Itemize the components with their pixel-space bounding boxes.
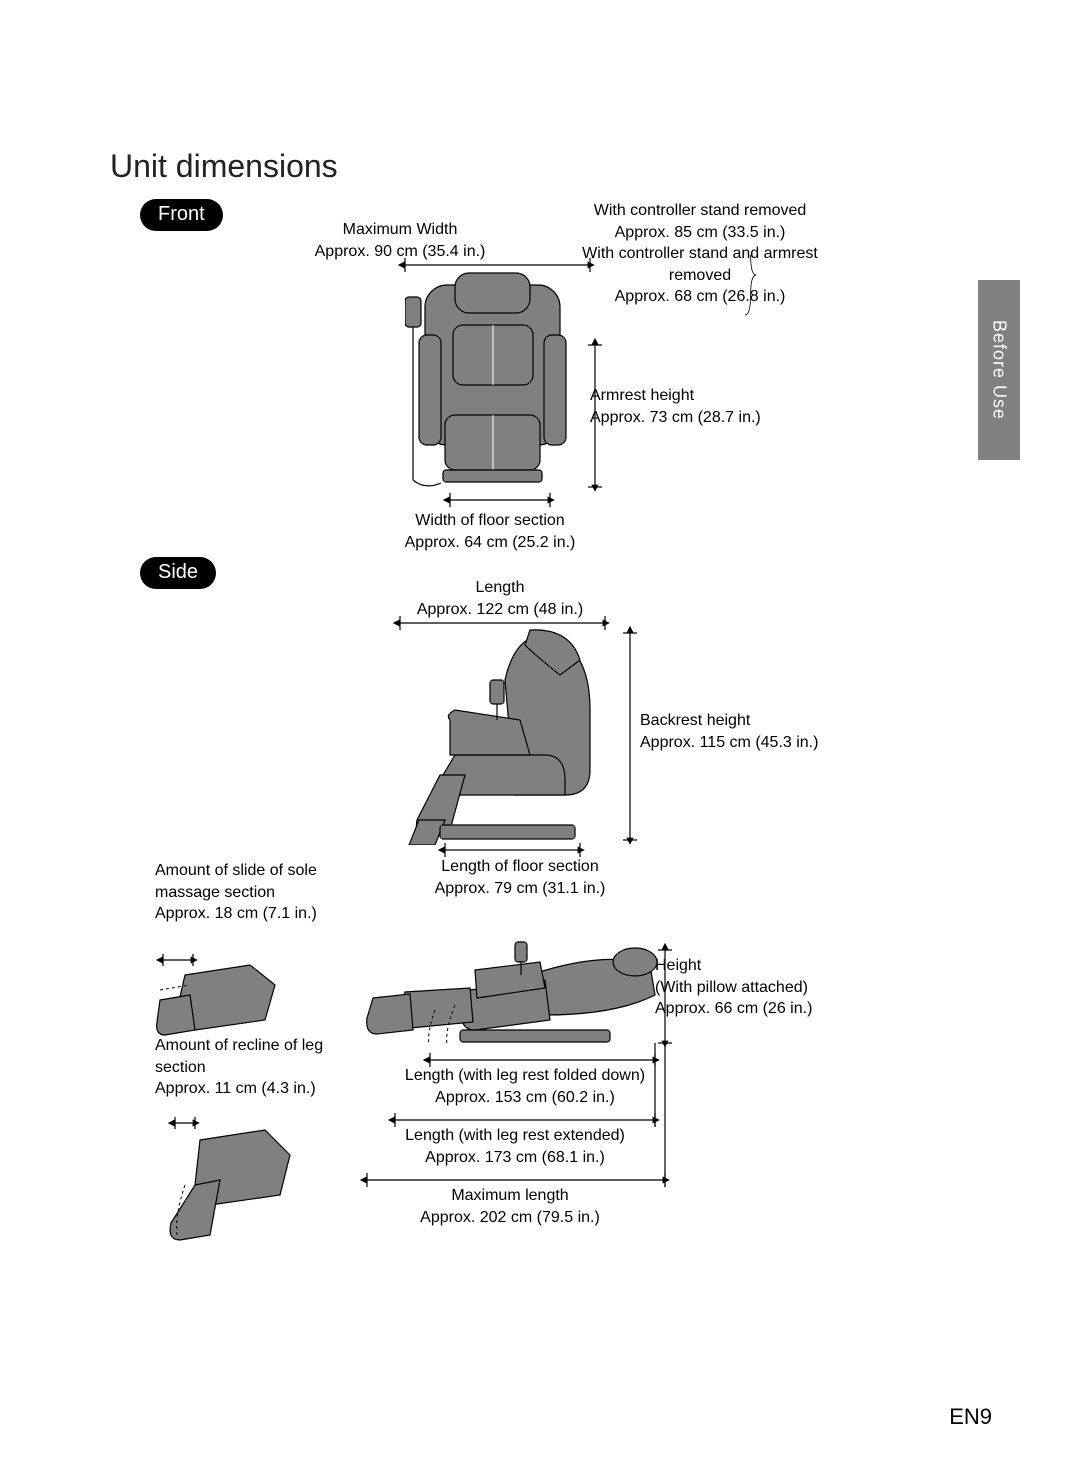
sole-slide-icon xyxy=(155,930,295,1050)
side-tab: Before Use xyxy=(978,280,1020,460)
section-pill-front: Front xyxy=(140,199,223,231)
text: Approx. 18 cm (7.1 in.) xyxy=(155,905,317,922)
thumb-leg-recline xyxy=(155,1105,295,1245)
text: Amount of slide of sole massage section xyxy=(155,862,317,901)
label-leg-recline: Amount of recline of leg section Approx.… xyxy=(155,1035,365,1100)
text: With controller stand removed xyxy=(594,202,807,219)
manual-page: Unit dimensions Front Side Before Use Ma… xyxy=(0,0,1080,1478)
text: Maximum Width xyxy=(343,221,458,238)
section-pill-side: Side xyxy=(140,557,216,589)
leg-recline-icon xyxy=(155,1105,295,1245)
text: Amount of recline of leg section xyxy=(155,1037,323,1076)
label-side-length: Length Approx. 122 cm (48 in.) xyxy=(390,577,610,620)
text: Approx. 85 cm (33.5 in.) xyxy=(615,224,786,241)
front-dim-lines xyxy=(395,255,825,555)
text: Approx. 79 cm (31.1 in.) xyxy=(435,880,606,897)
thumb-sole-slide xyxy=(155,930,295,1050)
label-sole-slide: Amount of slide of sole massage section … xyxy=(155,860,365,925)
page-number: EN9 xyxy=(949,1404,992,1430)
reclined-dims xyxy=(355,915,695,1225)
text: Length xyxy=(476,579,525,596)
page-title: Unit dimensions xyxy=(110,148,338,185)
side-upright-dims xyxy=(380,615,680,875)
text: Approx. 11 cm (4.3 in.) xyxy=(155,1080,316,1097)
